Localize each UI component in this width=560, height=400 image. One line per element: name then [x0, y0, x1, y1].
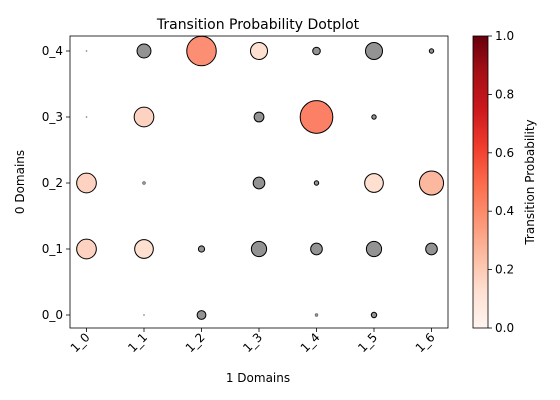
y-tick-label-0_2: 0_2	[42, 176, 63, 190]
point-1_3-0_4	[249, 41, 269, 61]
colorbar-tick-label-0.8: 0.8	[495, 87, 514, 101]
colorbar-tick-label-0.2: 0.2	[495, 263, 514, 277]
x-tick-label-1_0: 1_0	[68, 330, 93, 355]
x-tick-label-1_5: 1_5	[355, 330, 380, 355]
point-1_0-0_1	[76, 238, 97, 260]
point-1_6-0_4	[428, 48, 435, 54]
point-1_5-0_0	[370, 311, 378, 319]
colorbar-ticks: 0.0 0.2 0.4 0.6 0.8 1.0	[488, 29, 514, 335]
colorbar-label: Transition Probability	[523, 119, 537, 245]
point-1_6-0_1	[425, 242, 438, 256]
point-1_5-0_1	[365, 240, 383, 258]
y-tick-label-0_4: 0_4	[42, 44, 63, 58]
colorbar-tick-label-0.4: 0.4	[495, 204, 514, 218]
point-1_4-0_2	[313, 180, 320, 186]
points-layer	[76, 35, 445, 320]
point-1_6-0_2	[418, 170, 445, 196]
x-tick-label-1_1: 1_1	[125, 330, 150, 355]
point-1_5-0_2	[364, 173, 384, 193]
point-1_0-0_3	[85, 116, 88, 118]
y-tick-label-0_1: 0_1	[42, 242, 63, 256]
point-1_4-0_0	[314, 313, 319, 317]
point-1_2-0_1	[197, 245, 206, 253]
point-1_2-0_4	[186, 35, 217, 67]
x-tick-label-1_2: 1_2	[183, 330, 208, 355]
y-tick-label-0_0: 0_0	[42, 308, 63, 322]
colorbar	[472, 35, 489, 329]
x-axis-ticks: 1_0 1_1 1_2 1_3 1_4 1_5 1_6	[68, 328, 438, 355]
point-1_4-0_1	[310, 242, 323, 256]
point-1_1-0_4	[136, 43, 152, 59]
point-1_4-0_4	[312, 46, 321, 56]
point-1_3-0_1	[250, 240, 268, 258]
point-1_0-0_4	[85, 50, 88, 52]
y-axis-ticks: 0_0 0_1 0_2 0_3 0_4	[42, 44, 70, 322]
colorbar-tick-label-0.0: 0.0	[495, 321, 514, 335]
point-1_5-0_4	[364, 41, 384, 61]
y-tick-label-0_3: 0_3	[42, 110, 63, 124]
point-1_1-0_3	[133, 106, 155, 128]
point-1_1-0_1	[134, 239, 154, 259]
colorbar-tick-label-0.6: 0.6	[495, 146, 514, 160]
point-1_5-0_3	[371, 114, 377, 120]
point-1_3-0_2	[252, 176, 266, 190]
point-1_1-0_0	[143, 314, 145, 316]
x-tick-label-1_4: 1_4	[298, 330, 323, 355]
x-tick-label-1_3: 1_3	[240, 330, 265, 355]
chart-title: Transition Probability Dotplot	[156, 17, 360, 33]
point-1_4-0_3	[299, 100, 334, 134]
x-tick-label-1_6: 1_6	[413, 330, 438, 355]
point-1_2-0_0	[196, 310, 207, 320]
point-1_3-0_3	[253, 111, 265, 123]
point-1_0-0_2	[76, 172, 97, 194]
colorbar-tick-label-1.0: 1.0	[495, 29, 514, 43]
y-axis-label: 0 Domains	[13, 150, 27, 214]
x-axis-label: 1 Domains	[226, 371, 290, 385]
point-1_1-0_2	[142, 181, 146, 185]
